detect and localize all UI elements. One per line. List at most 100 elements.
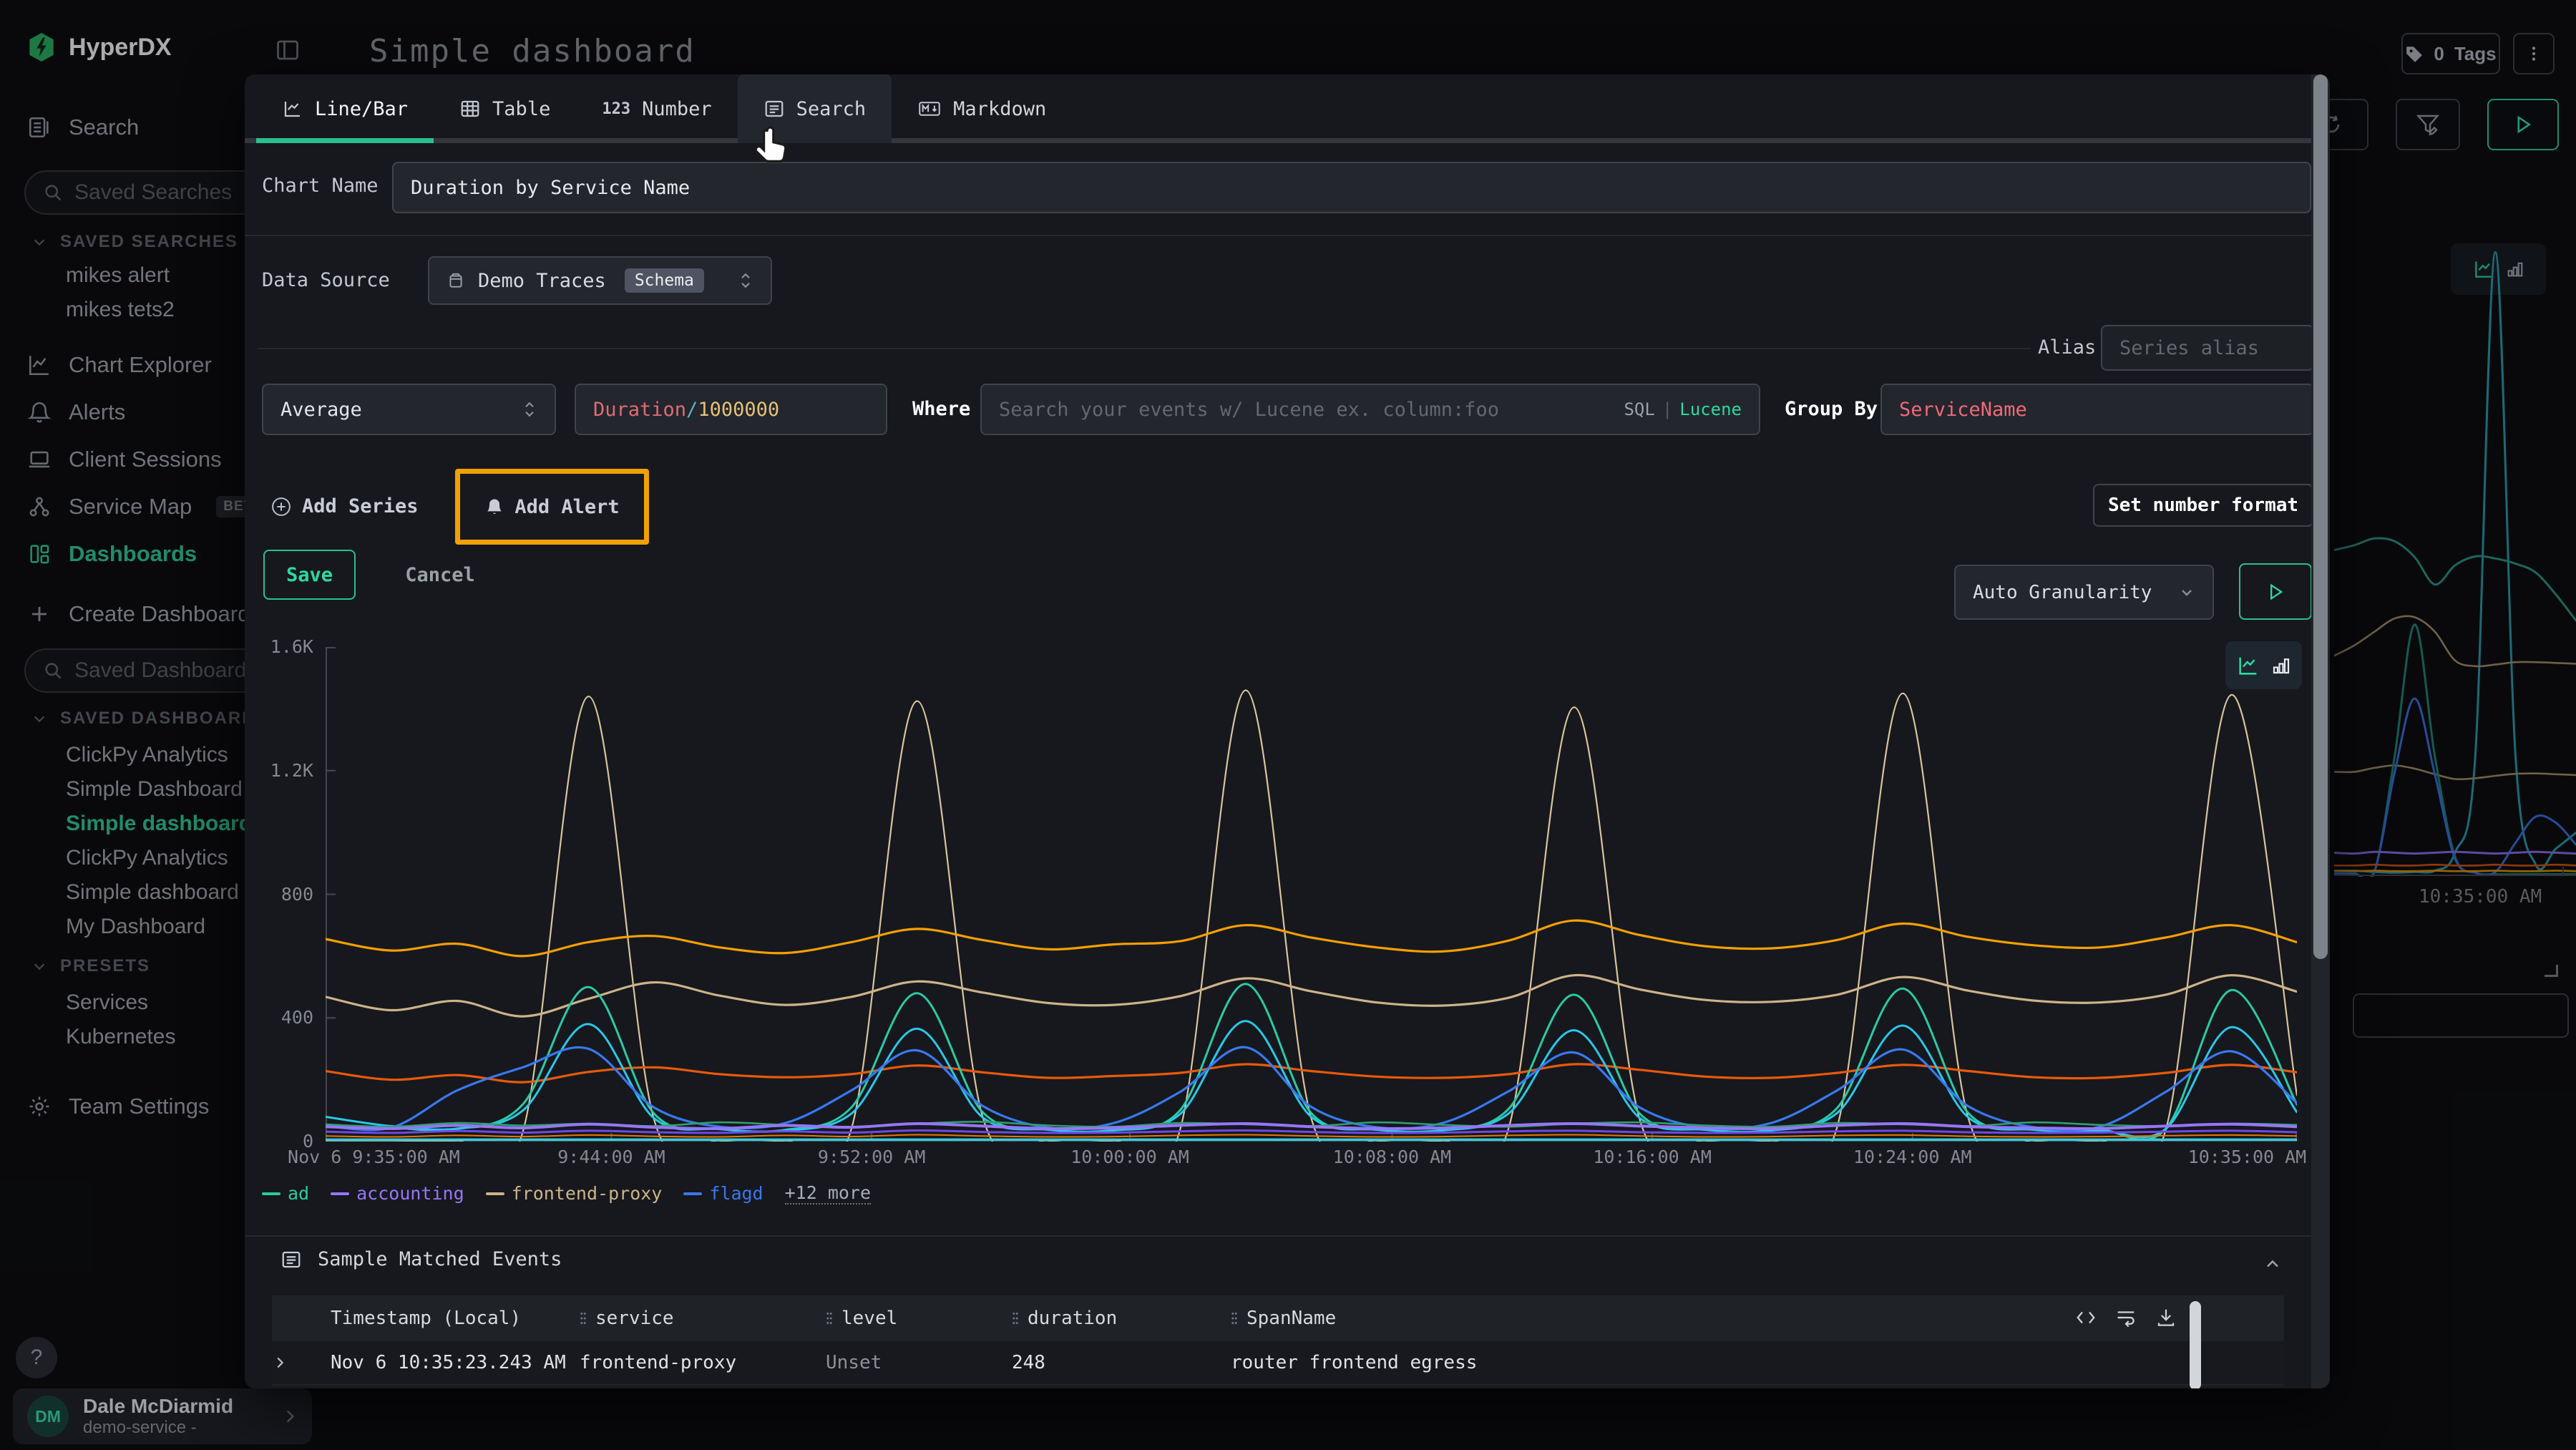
series-series-thin-orange <box>326 1134 2297 1137</box>
alias-label: Alias <box>2038 336 2096 359</box>
where-placeholder: Search your events w/ Lucene ex. column:… <box>999 399 1499 421</box>
where-search-input[interactable]: Search your events w/ Lucene ex. column:… <box>980 384 1760 435</box>
granularity-select[interactable]: Auto Granularity <box>1954 565 2214 620</box>
add-alert-label: Add Alert <box>514 496 619 518</box>
tab-markdown[interactable]: Markdown <box>892 74 1072 143</box>
code-icon[interactable] <box>2075 1307 2097 1328</box>
tab-label: Markdown <box>953 98 1046 120</box>
number-123-icon: 123 <box>602 100 630 118</box>
cell-service: frontend-proxy <box>580 1352 826 1373</box>
x-tick-label: 10:08:00 AM <box>1333 1147 1452 1167</box>
wrap-lines-icon[interactable] <box>2115 1307 2137 1328</box>
group-by-input[interactable]: ServiceName <box>1880 384 2314 435</box>
formula-number: 1000000 <box>698 399 779 421</box>
column-header[interactable]: duration <box>1012 1308 1231 1329</box>
formula-operator: / <box>686 399 698 421</box>
database-icon <box>447 271 465 291</box>
lang-separator: | <box>1655 399 1679 419</box>
modal-scrollbar-thumb[interactable] <box>2313 74 2328 959</box>
tab-table[interactable]: Table <box>434 74 576 143</box>
x-tick-label: 10:00:00 AM <box>1070 1147 1189 1167</box>
sample-events-title: Sample Matched Events <box>318 1248 562 1270</box>
x-tick-label: 9:44:00 AM <box>557 1147 665 1167</box>
row-expander[interactable] <box>272 1355 331 1371</box>
chart-name-input[interactable]: Duration by Service Name <box>392 162 2311 213</box>
legend-swatch <box>262 1192 280 1195</box>
add-series-label: Add Series <box>302 495 419 517</box>
table-scrollbar-thumb[interactable] <box>2190 1301 2201 1388</box>
chevron-down-icon <box>2178 584 2195 601</box>
cancel-label: Cancel <box>405 564 475 586</box>
legend-label: ad <box>288 1183 309 1204</box>
y-tick-label: 1.6K <box>270 636 313 657</box>
data-source-select[interactable]: Demo Traces Schema <box>428 256 772 305</box>
series-series-orange <box>326 920 2297 956</box>
column-label: Timestamp (Local) <box>331 1308 521 1329</box>
tab-label: Table <box>492 98 550 120</box>
x-axis-labels: Nov 6 9:35:00 AM9:44:00 AM9:52:00 AM10:0… <box>326 1147 2297 1168</box>
column-header[interactable]: level <box>826 1308 1012 1329</box>
set-number-format-button[interactable]: Set number format <box>2093 484 2313 527</box>
table-icon <box>459 98 481 120</box>
set-number-format-label: Set number format <box>2108 495 2298 516</box>
collapse-chevron-up-icon[interactable] <box>2263 1254 2283 1274</box>
tab-label: Line/Bar <box>315 98 408 120</box>
drag-handle-icon[interactable] <box>826 1310 833 1326</box>
column-label: duration <box>1028 1308 1117 1329</box>
where-label: Where <box>912 398 970 420</box>
mouse-cursor-hand <box>753 126 790 167</box>
legend-item[interactable]: flagd <box>683 1183 763 1204</box>
x-tick-label: Nov 6 9:35:00 AM <box>288 1147 460 1167</box>
sample-events-header[interactable]: Sample Matched Events <box>280 1248 562 1270</box>
legend-item[interactable]: frontend-proxy <box>486 1183 663 1204</box>
legend-label: flagd <box>709 1183 763 1204</box>
query-language-toggle[interactable]: SQL|Lucene <box>1624 399 1742 419</box>
run-chart-button[interactable] <box>2239 563 2312 620</box>
legend-more-link[interactable]: +12 more <box>785 1182 871 1205</box>
legend-swatch <box>683 1192 702 1195</box>
search-list-icon <box>763 98 785 120</box>
select-chevrons-icon <box>522 399 537 420</box>
lang-lucene[interactable]: Lucene <box>1679 399 1742 419</box>
y-tick-label: 800 <box>281 884 313 905</box>
series-series-violet <box>326 1130 2297 1132</box>
legend-item[interactable]: accounting <box>331 1183 464 1204</box>
y-tick-label: 400 <box>281 1007 313 1028</box>
column-header[interactable]: service <box>580 1308 826 1329</box>
granularity-value: Auto Granularity <box>1973 582 2152 603</box>
column-header[interactable]: Timestamp (Local) <box>331 1308 580 1329</box>
select-chevrons-icon <box>738 270 753 291</box>
tab-line-bar[interactable]: Line/Bar <box>256 74 434 143</box>
x-tick-label: 10:16:00 AM <box>1593 1147 1712 1167</box>
x-tick-label: 9:52:00 AM <box>818 1147 926 1167</box>
x-tick-label: 10:35:00 AM <box>2188 1147 2307 1167</box>
markdown-icon <box>917 98 942 120</box>
lang-sql[interactable]: SQL <box>1624 399 1654 419</box>
add-alert-button-highlighted[interactable]: Add Alert <box>455 469 649 545</box>
table-row[interactable]: Nov 6 10:35:23.243 AM frontend-proxy Uns… <box>272 1386 2284 1388</box>
cell-spanname: router frontend egress <box>1231 1352 2284 1373</box>
table-header-row: Timestamp (Local) service level duration… <box>272 1295 2284 1341</box>
column-label: level <box>841 1308 897 1329</box>
download-icon[interactable] <box>2155 1307 2177 1328</box>
legend-item[interactable]: ad <box>262 1183 309 1204</box>
tab-number[interactable]: 123 Number <box>576 74 737 143</box>
drag-handle-icon[interactable] <box>1231 1310 1238 1326</box>
line-chart-icon <box>282 98 303 120</box>
cancel-button[interactable]: Cancel <box>397 550 483 600</box>
x-tick-label: 10:24:00 AM <box>1853 1147 1972 1167</box>
tab-label: Search <box>796 98 867 120</box>
chevron-right-icon <box>272 1355 288 1371</box>
legend-label: accounting <box>356 1183 464 1204</box>
alias-input[interactable]: Series alias <box>2101 325 2314 371</box>
edit-chart-modal: Line/Bar Table 123 Number Search Markdow… <box>245 74 2330 1388</box>
table-row[interactable]: Nov 6 10:35:23.243 AM frontend-proxy Uns… <box>272 1341 2284 1386</box>
drag-handle-icon[interactable] <box>1012 1310 1019 1326</box>
cell-duration: 248 <box>1012 1352 1231 1373</box>
field-formula-input[interactable]: Duration/1000000 <box>575 384 887 435</box>
drag-handle-icon[interactable] <box>580 1310 587 1326</box>
play-icon <box>2265 582 2285 602</box>
alias-placeholder: Series alias <box>2119 337 2259 359</box>
chart-legend: ad accounting frontend-proxy flagd +12 more <box>262 1182 871 1205</box>
legend-swatch <box>331 1192 349 1195</box>
